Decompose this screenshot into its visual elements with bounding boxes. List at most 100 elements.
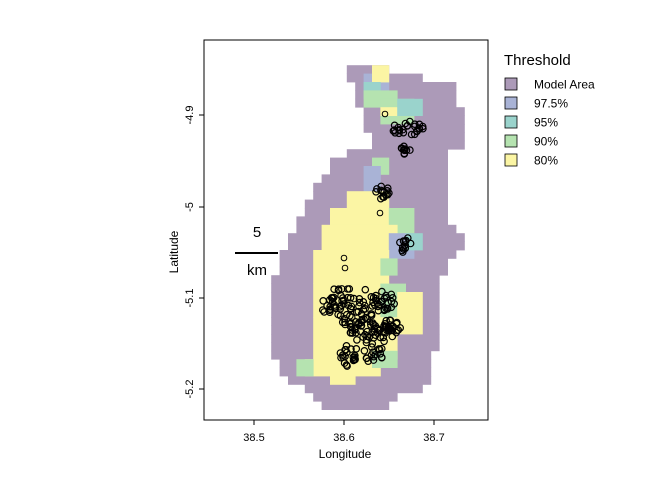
occurrence-marker [398,246,407,255]
occurrence-marker [365,333,374,341]
occurrence-marker [375,300,384,309]
occurrence-marker [399,245,408,253]
occurrence-marker [373,185,381,193]
occurrence-marker [320,308,329,316]
occurrence-marker [318,306,327,314]
y-tick-label: -5 [184,202,196,212]
raster-cell [363,124,465,133]
occurrence-marker [344,301,353,310]
raster-cell [346,65,390,74]
raster-cell [397,292,423,335]
raster-cell [313,392,398,402]
x-axis-title: Longitude [319,447,372,461]
occurrence-marker [360,346,369,355]
occurrence-marker [380,305,389,314]
legend: Threshold Model Area 97.5% 95% 90% 80% [504,52,595,168]
occurrence-marker [338,318,347,327]
legend-swatch [504,134,518,148]
occurrence-marker [341,264,349,272]
occurrence-marker [326,302,334,311]
occurrence-marker [379,333,388,342]
occurrence-marker [327,293,336,302]
plot-area [203,39,489,421]
occurrence-marker [359,305,368,314]
legend-swatch [504,96,518,110]
occurrence-marker [371,351,379,359]
occurrence-marker [352,344,361,353]
occurrence-marker [351,355,359,364]
occurrence-marker [399,145,408,154]
raster-cell [288,376,432,385]
occurrence-marker [382,191,390,199]
occurrence-marker [373,299,382,308]
scale-bar: 5 km [235,224,278,279]
legend-label: 90% [534,135,558,149]
occurrence-marker [337,285,346,293]
raster-cell [372,65,390,83]
occurrence-marker [371,294,380,303]
x-axis: 38.5 38.6 38.7 Longitude [243,420,445,461]
occurrence-marker [376,209,384,217]
raster-cell [372,140,465,150]
legend-label: Model Area [534,78,595,92]
legend-label: 95% [534,116,558,130]
raster-cell [321,174,448,184]
y-tick-label: -5.1 [184,289,196,308]
x-tick-label: 38.7 [423,432,444,444]
occurrence-marker [361,330,369,339]
occurrence-marker [330,285,338,294]
occurrence-marker [384,304,392,312]
raster-cell [330,376,356,385]
raster-cell [355,82,457,91]
occurrence-marker [394,123,403,132]
raster-cell [372,132,465,142]
raster-cell [321,224,398,251]
plot-frame [203,39,489,421]
raster-cell [313,250,390,284]
y-tick-label: -4.9 [184,106,196,125]
occurrence-marker [346,311,354,320]
occurrence-marker [376,349,385,358]
occurrence-marker [376,333,385,342]
occurrence-marker [377,344,386,353]
raster-cell [380,107,406,116]
occurrence-marker [401,237,410,246]
occurrence-marker [361,285,370,294]
y-axis: -4.9 -5 -5.1 -5.2 Latitude [167,106,204,399]
occurrence-marker [319,296,328,305]
occurrence-marker [377,353,386,362]
y-tick-label: -5.2 [184,380,196,399]
scale-bar-value: 5 [253,224,261,241]
occurrence-marker [381,110,389,118]
occurrence-marker [355,294,364,303]
occurrence-marker [372,291,380,300]
occurrence-marker [391,129,399,137]
occurrence-markers [318,110,427,370]
occurrence-marker [396,238,404,247]
occurrence-marker [413,127,421,135]
occurrence-marker [387,303,396,312]
occurrence-marker [357,321,366,330]
occurrence-marker [410,120,419,129]
legend-swatch [504,77,518,91]
occurrence-marker [367,343,376,351]
raster-cell [397,98,423,116]
occurrence-marker [340,254,348,262]
occurrence-marker [346,328,355,337]
x-tick-label: 38.5 [243,432,264,444]
raster-cell [355,90,457,100]
occurrence-marker [334,285,343,294]
raster-cell [296,359,314,377]
occurrence-marker [399,125,407,134]
occurrence-marker [366,318,374,326]
occurrence-marker [374,326,383,335]
occurrence-marker [403,121,412,130]
legend-label: 80% [534,154,558,168]
occurrence-marker [341,345,349,354]
raster-cell [346,191,390,209]
occurrence-marker [384,323,392,332]
occurrence-marker [393,326,401,335]
raster-cell [330,208,398,226]
occurrence-marker [415,120,424,129]
